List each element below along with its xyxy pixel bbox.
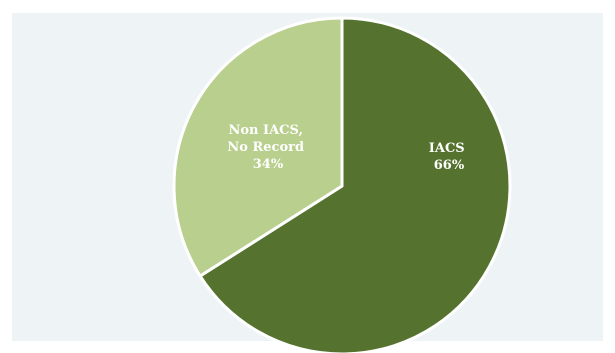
slice-label-non-iacs: Non IACS, No Record 34%	[227, 123, 308, 172]
slice-label-iacs-line-2: 66%	[434, 158, 465, 173]
slice-label-non-iacs-line-3: 34%	[253, 157, 284, 172]
pie-slice-1	[172, 16, 344, 278]
slice-label-non-iacs-line-2: No Record	[227, 140, 304, 155]
slice-label-non-iacs-line-1: Non IACS,	[228, 123, 303, 138]
slice-label-iacs: IACS 66%	[429, 141, 469, 173]
pie-labels: IACS 66% Non IACS, No Record 34%	[227, 123, 469, 173]
pie-slice-0	[198, 16, 512, 353]
slice-label-iacs-line-1: IACS	[429, 141, 465, 156]
pie-slices	[172, 16, 512, 353]
